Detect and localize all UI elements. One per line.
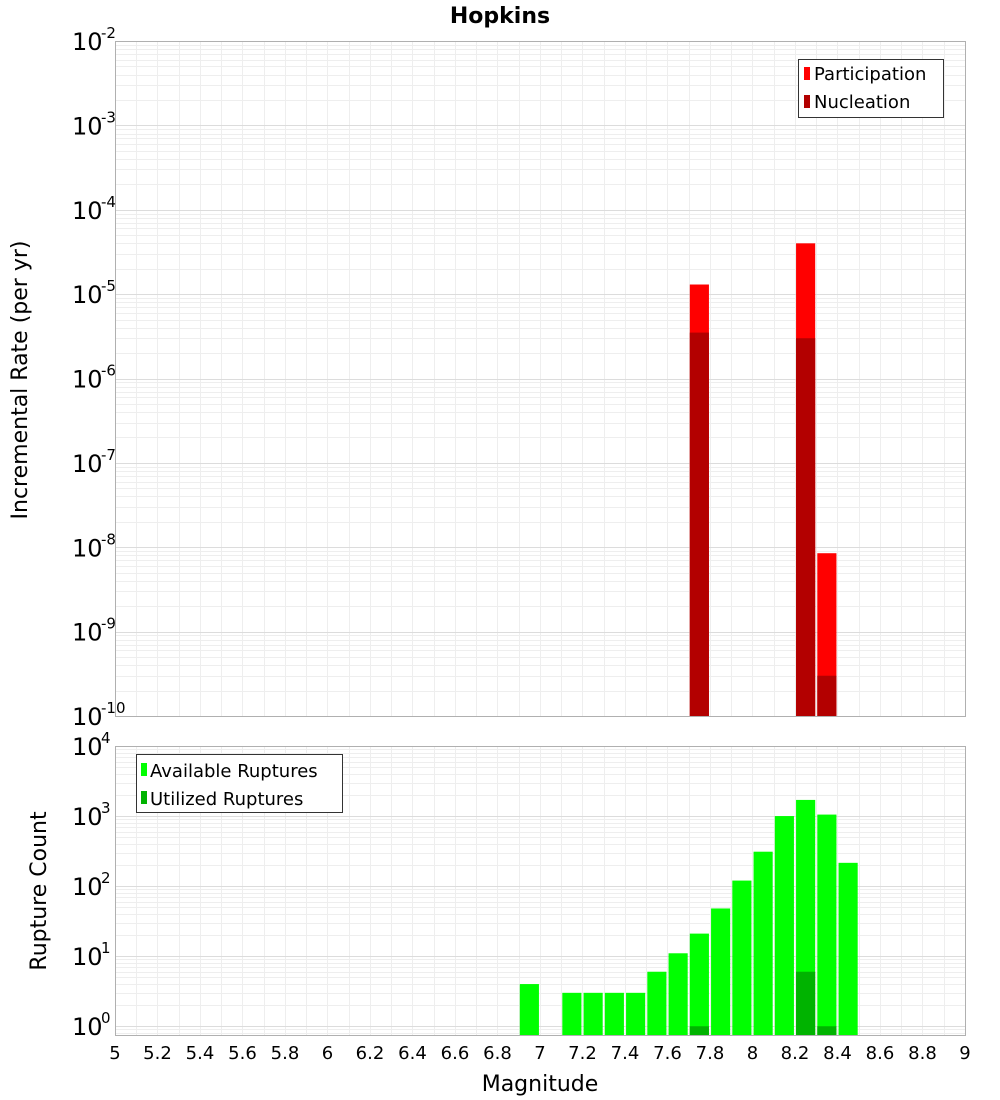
x-tick-label: 8.6: [866, 1043, 895, 1064]
bar-available-ruptures: [519, 984, 539, 1035]
bar-nucleation: [796, 338, 816, 716]
y-tick-exponent: -6: [101, 362, 116, 380]
y-tick-exponent: -7: [101, 446, 116, 464]
chart-title: Hopkins: [450, 4, 550, 29]
y-tick-label: 10: [72, 450, 103, 478]
bar-utilized-ruptures: [689, 1026, 709, 1035]
top-plot: 10-210-310-410-510-610-710-810-910-10 In…: [8, 24, 966, 731]
bar-available-ruptures: [604, 992, 624, 1035]
bar-available-ruptures: [647, 971, 667, 1035]
x-tick-label: 5.8: [271, 1043, 300, 1064]
x-tick-label: 8: [747, 1043, 758, 1064]
y-tick-exponent: 3: [101, 799, 111, 817]
x-axis-label: Magnitude: [482, 1072, 599, 1097]
y-tick-label: 10: [72, 803, 103, 831]
bar-available-ruptures: [732, 880, 752, 1035]
bar-nucleation: [817, 675, 837, 716]
y-tick-exponent: -2: [101, 24, 116, 42]
y-tick-exponent: 0: [101, 1009, 111, 1027]
legend-label-available: Available Ruptures: [150, 761, 318, 782]
bar-utilized-ruptures: [796, 971, 816, 1035]
x-tick-label: 6.4: [398, 1043, 427, 1064]
legend-label-nucleation: Nucleation: [814, 92, 910, 113]
top-legend: Participation Nucleation: [798, 59, 944, 118]
y-tick-label: 10: [72, 943, 103, 971]
bar-available-ruptures: [668, 953, 688, 1035]
y-tick-exponent: 4: [101, 729, 111, 747]
x-tick-label: 6.8: [483, 1043, 512, 1064]
x-tick-label: 5.2: [143, 1043, 172, 1064]
bar-available-ruptures: [817, 814, 837, 1035]
top-legend-box: [798, 59, 944, 118]
bottom-plot-frame: [115, 746, 966, 1036]
bottom-legend-box: [136, 754, 343, 813]
legend-label-utilized: Utilized Ruptures: [150, 789, 303, 810]
x-tick-label: 7: [534, 1043, 545, 1064]
bottom-x-ticks: 5 5.2 5.4 5.6 5.8 6 6.2 6.4 6.6 6.8 7 7.2 7.4 7.6 7.8 8…: [109, 1043, 970, 1064]
bottom-legend: Available Ruptures Utilized Ruptures: [136, 754, 343, 813]
x-tick-label: 8.8: [908, 1043, 937, 1064]
legend-swatch-nucleation: [804, 95, 810, 108]
x-tick-label: 9: [959, 1043, 970, 1064]
y-tick-exponent: -9: [101, 615, 116, 633]
bar-available-ruptures: [626, 992, 646, 1035]
bar-available-ruptures: [774, 816, 794, 1035]
y-tick-label: 10: [72, 873, 103, 901]
legend-swatch-participation: [804, 67, 810, 80]
bar-available-ruptures: [711, 908, 731, 1035]
x-tick-label: 5.4: [186, 1043, 215, 1064]
top-y-axis-label: Incremental Rate (per yr): [8, 241, 33, 520]
bar-available-ruptures: [838, 862, 858, 1035]
bottom-bars: [519, 799, 858, 1035]
x-tick-label: 6: [322, 1043, 333, 1064]
y-tick-exponent: -4: [101, 193, 116, 211]
y-tick-label: 10: [72, 703, 103, 731]
x-tick-label: 7.6: [653, 1043, 682, 1064]
bar-available-ruptures: [689, 933, 709, 1035]
bar-utilized-ruptures: [817, 1026, 837, 1035]
y-tick-exponent: -10: [101, 699, 126, 717]
y-tick-label: 10: [72, 197, 103, 225]
bar-available-ruptures: [562, 992, 582, 1035]
y-tick-exponent: 2: [101, 869, 111, 887]
x-tick-label: 7.4: [611, 1043, 640, 1064]
top-bars: [689, 243, 837, 716]
y-tick-label: 10: [72, 534, 103, 562]
x-tick-label: 5.6: [228, 1043, 257, 1064]
x-tick-label: 7.2: [568, 1043, 597, 1064]
y-tick-exponent: -3: [101, 108, 116, 126]
legend-label-participation: Participation: [814, 64, 926, 85]
top-plot-frame: [115, 41, 966, 717]
y-tick-label: 10: [72, 1013, 103, 1041]
bar-available-ruptures: [583, 992, 603, 1035]
bar-available-ruptures: [753, 851, 773, 1035]
bottom-y-axis-label: Rupture Count: [27, 811, 52, 971]
top-grid: [115, 41, 966, 717]
y-tick-label: 10: [72, 366, 103, 394]
x-tick-label: 8.4: [823, 1043, 852, 1064]
top-y-ticks: 10-210-310-410-510-610-710-810-910-10: [72, 24, 126, 731]
x-tick-label: 6.2: [356, 1043, 385, 1064]
y-tick-label: 10: [72, 28, 103, 56]
x-tick-label: 7.8: [696, 1043, 725, 1064]
y-tick-label: 10: [72, 619, 103, 647]
x-tick-label: 6.6: [441, 1043, 470, 1064]
legend-swatch-available: [141, 763, 147, 776]
legend-swatch-utilized: [141, 791, 147, 804]
y-tick-label: 10: [72, 112, 103, 140]
y-tick-label: 10: [72, 733, 103, 761]
y-tick-exponent: -5: [101, 277, 116, 295]
y-tick-exponent: -8: [101, 530, 116, 548]
bar-participation: [817, 553, 837, 716]
x-tick-label: 8.2: [781, 1043, 810, 1064]
y-tick-label: 10: [72, 281, 103, 309]
x-tick-label: 5: [109, 1043, 120, 1064]
y-tick-exponent: 1: [101, 939, 111, 957]
bar-nucleation: [689, 332, 709, 716]
